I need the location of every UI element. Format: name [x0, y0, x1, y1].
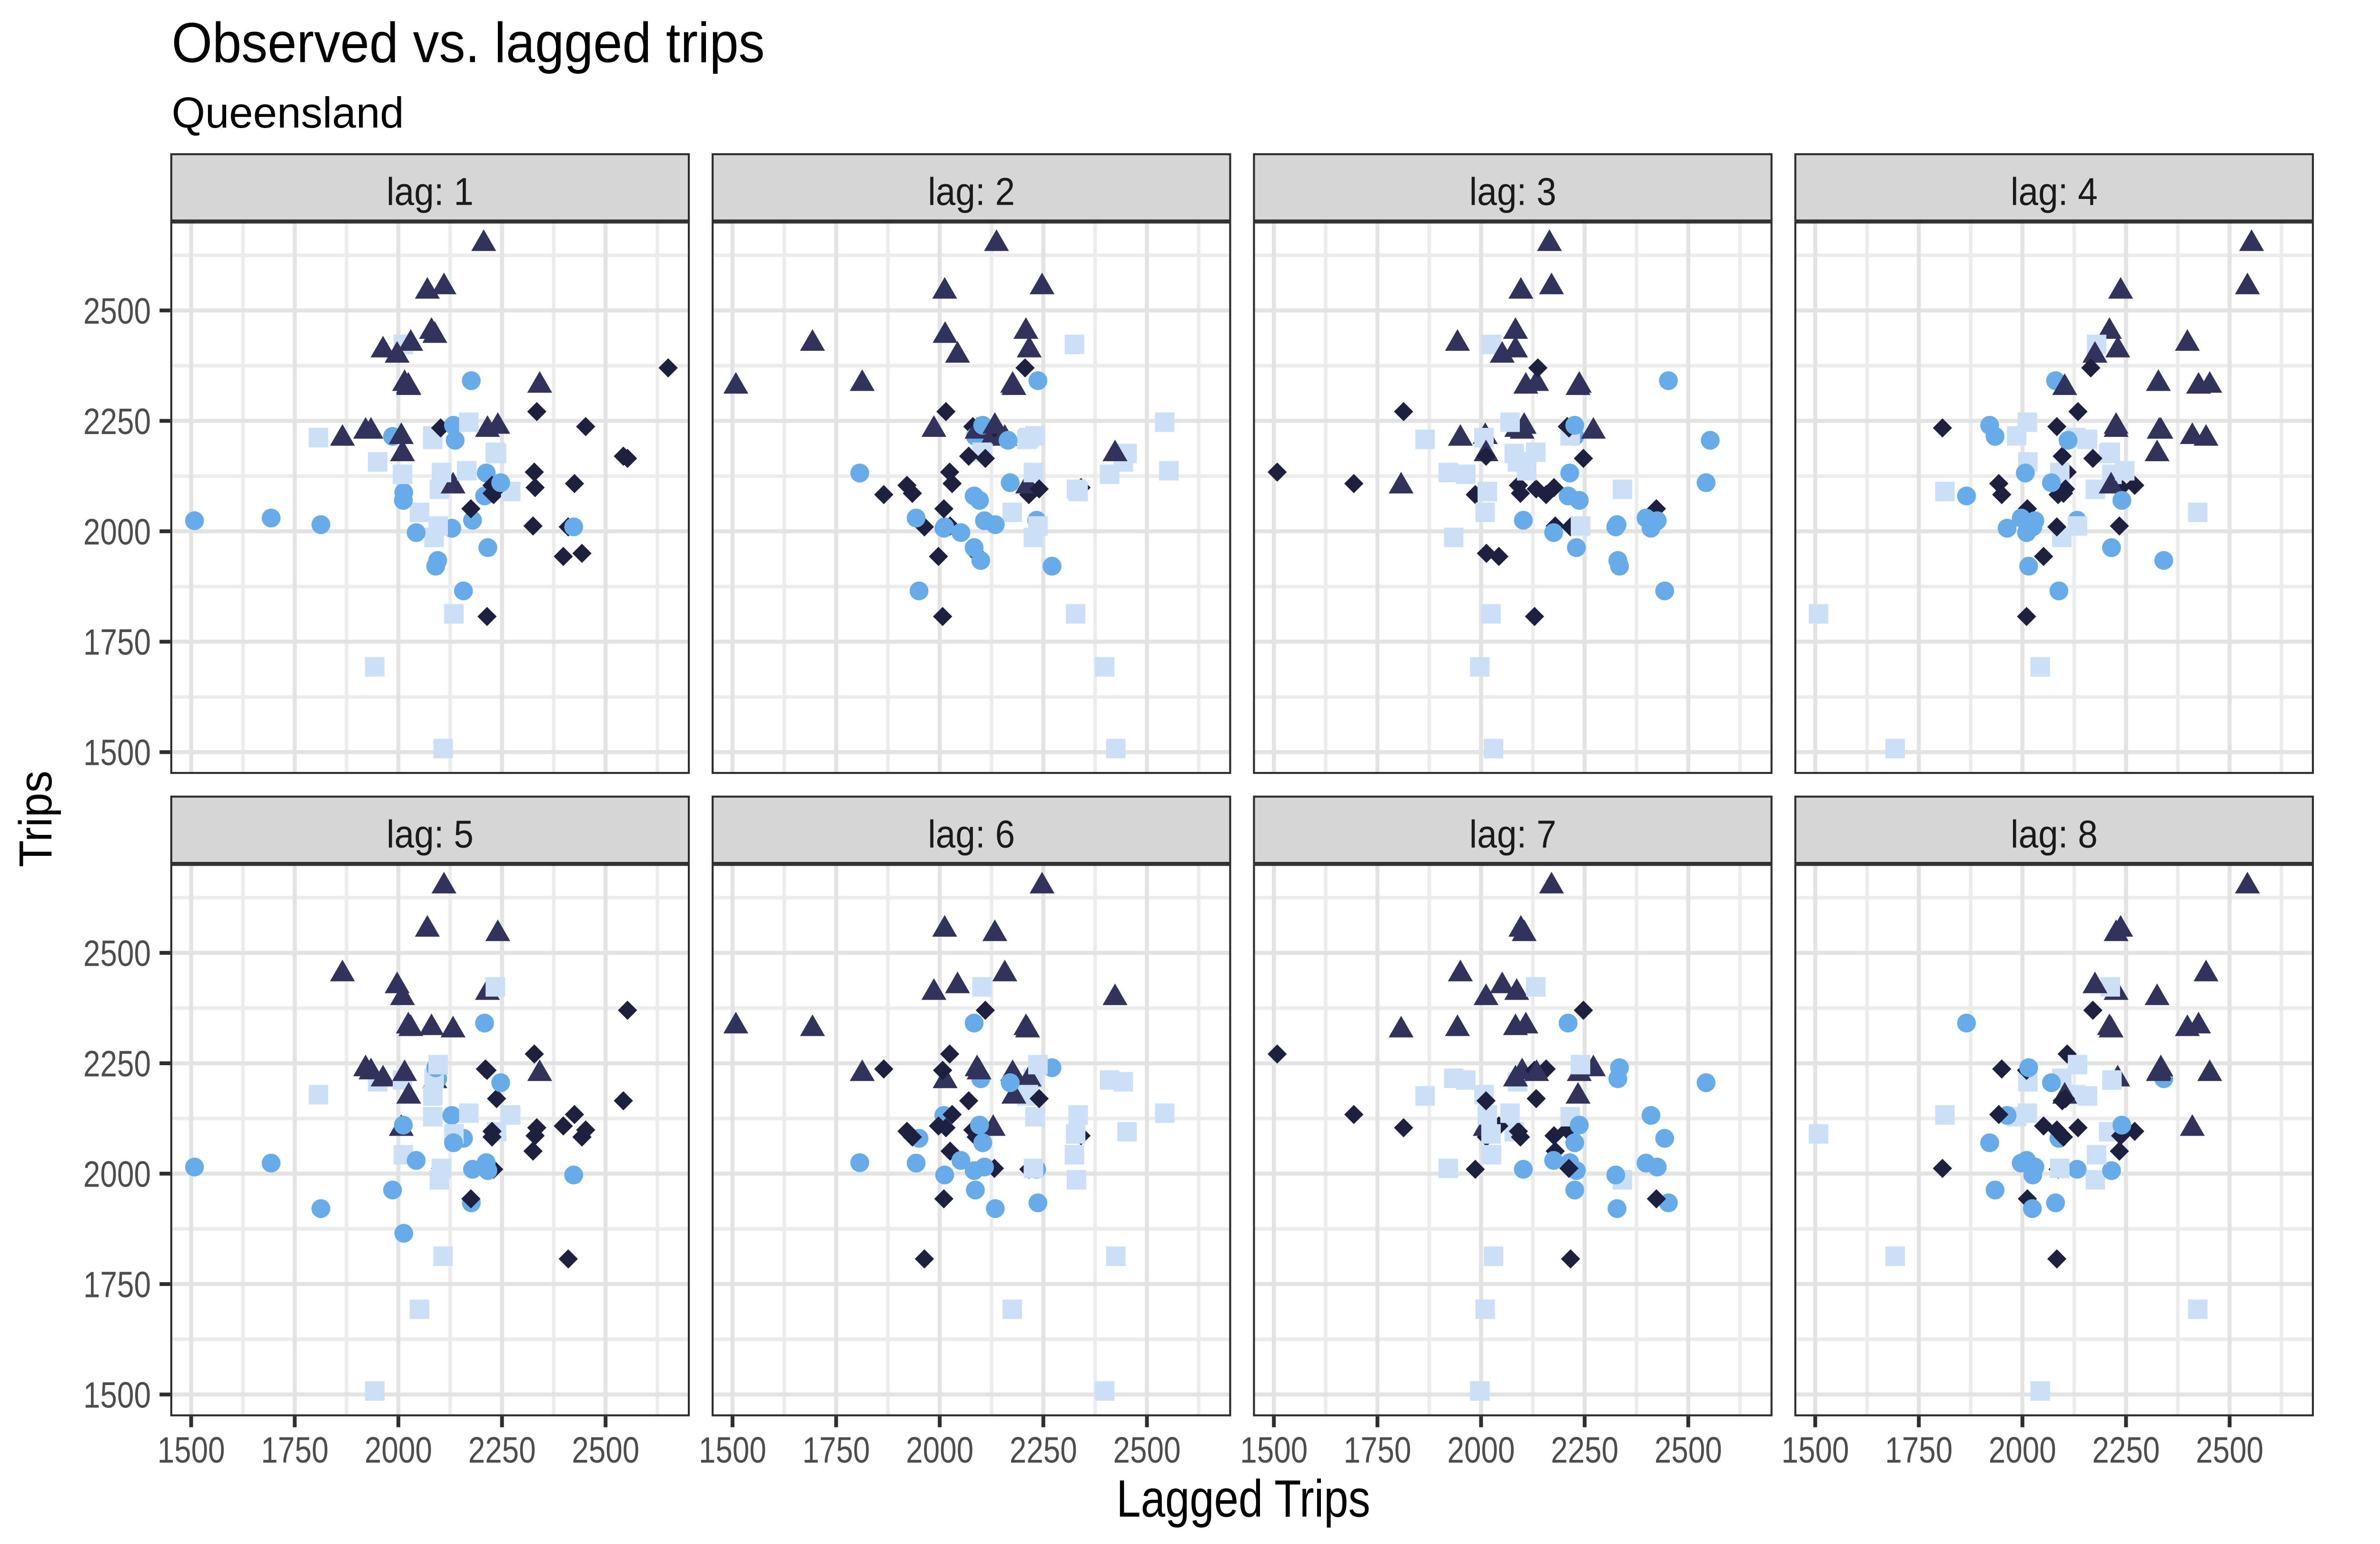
svg-text:Quarter: Quarter — [2379, 648, 2380, 698]
svg-text:2250: 2250 — [83, 401, 151, 442]
svg-text:2500: 2500 — [2196, 1430, 2263, 1471]
svg-text:lag: 4: lag: 4 — [2011, 170, 2098, 214]
svg-text:2000: 2000 — [83, 512, 151, 553]
svg-text:2500: 2500 — [83, 933, 151, 974]
svg-text:2500: 2500 — [83, 291, 151, 332]
svg-text:lag: 6: lag: 6 — [928, 812, 1015, 856]
svg-text:1500: 1500 — [1782, 1430, 1849, 1471]
svg-text:1500: 1500 — [699, 1430, 766, 1471]
svg-text:2000: 2000 — [83, 1154, 151, 1195]
svg-text:2000: 2000 — [365, 1430, 432, 1471]
svg-text:Queensland: Queensland — [172, 89, 404, 137]
svg-text:1750: 1750 — [83, 622, 151, 663]
svg-text:2500: 2500 — [1113, 1430, 1181, 1471]
svg-text:lag: 5: lag: 5 — [387, 812, 474, 856]
svg-text:1500: 1500 — [158, 1430, 225, 1471]
svg-text:1750: 1750 — [1344, 1430, 1411, 1471]
svg-text:lag: 1: lag: 1 — [387, 170, 474, 214]
svg-text:1500: 1500 — [1240, 1430, 1308, 1471]
svg-text:2250: 2250 — [468, 1430, 536, 1471]
svg-text:2000: 2000 — [906, 1430, 973, 1471]
svg-text:lag: 7: lag: 7 — [1469, 812, 1557, 856]
svg-text:2000: 2000 — [1989, 1430, 2056, 1471]
svg-text:2250: 2250 — [1010, 1430, 1077, 1471]
svg-text:Observed vs. lagged trips: Observed vs. lagged trips — [172, 11, 765, 75]
svg-text:Lagged Trips: Lagged Trips — [1116, 1470, 1370, 1528]
svg-text:Trips: Trips — [10, 771, 61, 867]
svg-text:1500: 1500 — [83, 1375, 151, 1415]
svg-text:2250: 2250 — [1551, 1430, 1618, 1471]
svg-text:1750: 1750 — [1885, 1430, 1953, 1471]
svg-text:1750: 1750 — [803, 1430, 870, 1471]
svg-text:2250: 2250 — [83, 1044, 151, 1085]
svg-text:1500: 1500 — [83, 732, 151, 773]
svg-text:2500: 2500 — [1655, 1430, 1722, 1471]
svg-text:lag: 8: lag: 8 — [2011, 812, 2098, 856]
svg-text:2500: 2500 — [572, 1430, 639, 1471]
svg-text:1750: 1750 — [83, 1264, 151, 1305]
svg-text:lag: 2: lag: 2 — [928, 170, 1015, 214]
svg-text:1750: 1750 — [261, 1430, 328, 1471]
svg-text:2000: 2000 — [1448, 1430, 1515, 1471]
svg-text:2250: 2250 — [2092, 1430, 2160, 1471]
svg-text:lag: 3: lag: 3 — [1469, 170, 1557, 214]
